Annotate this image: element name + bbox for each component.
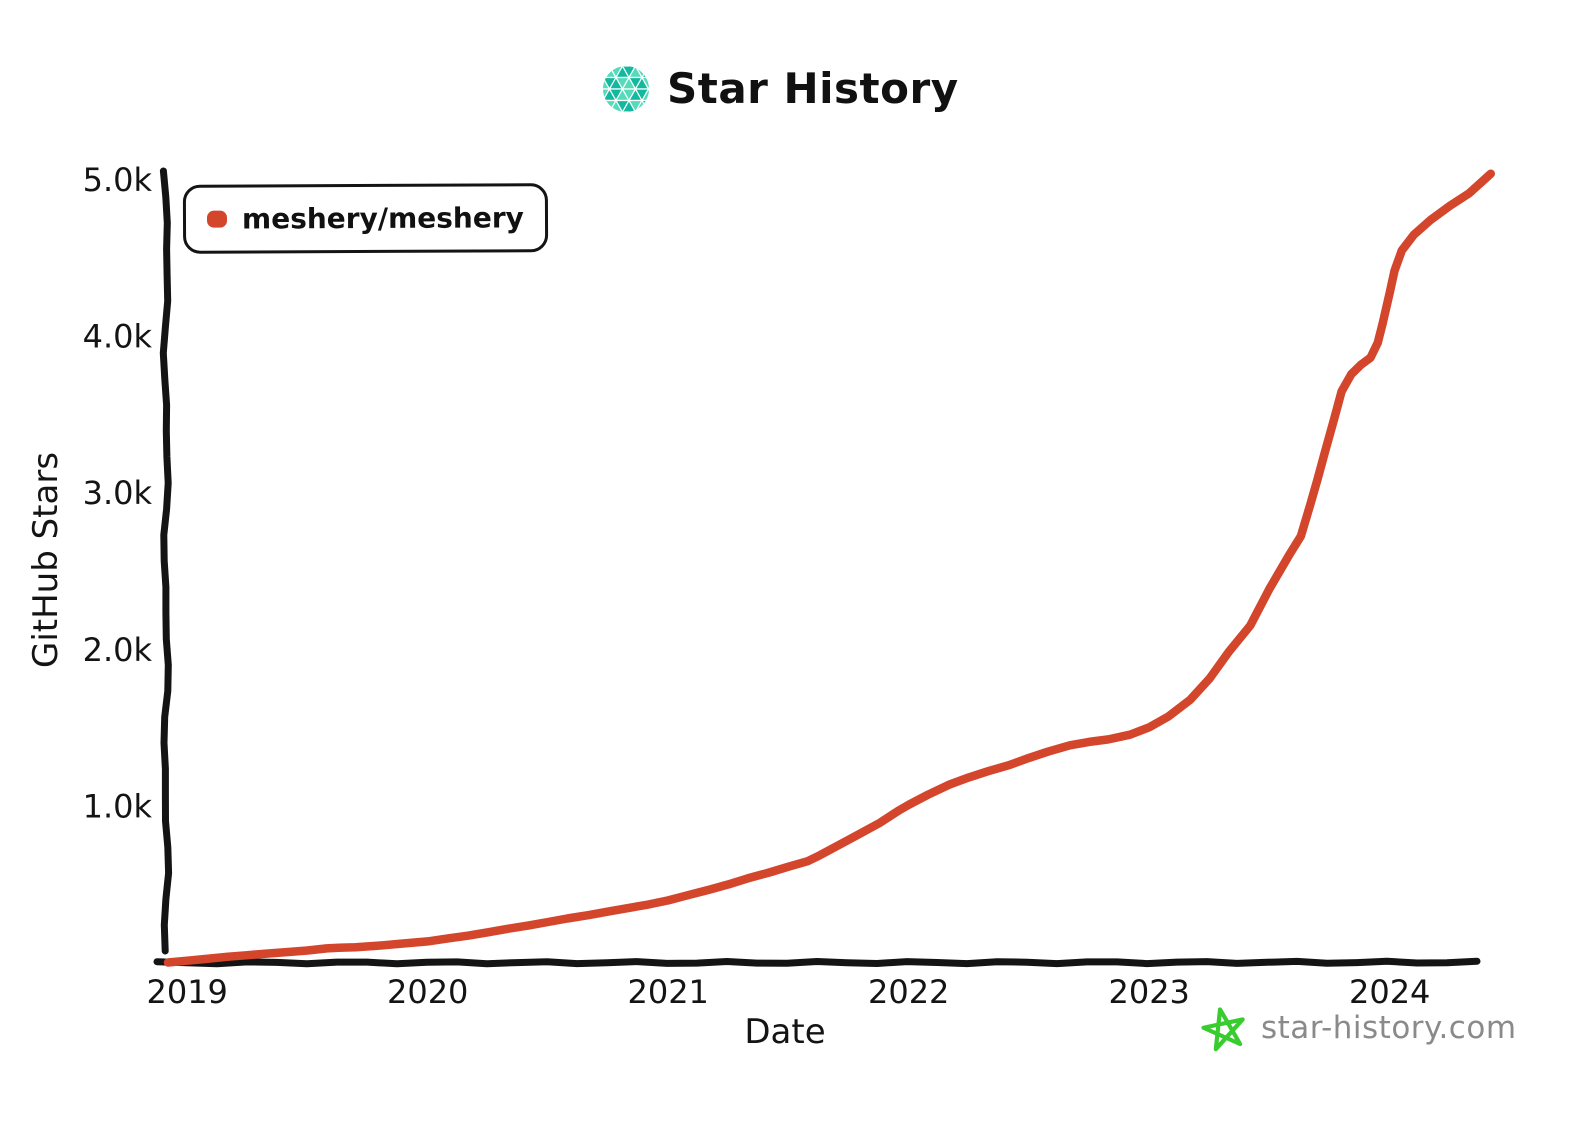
- x-axis-title: Date: [744, 1012, 825, 1052]
- footer-site-link[interactable]: star-history.com: [1261, 1010, 1517, 1046]
- legend-item-meshery[interactable]: meshery/meshery: [186, 186, 545, 251]
- chart-header: Star History: [602, 64, 959, 113]
- y-tick-label: 2.0k: [83, 631, 153, 669]
- x-tick-label: 2020: [387, 973, 468, 1011]
- y-axis-line: [159, 167, 173, 955]
- logo-triangle: [603, 65, 605, 78]
- star-doodle-icon: [1201, 1007, 1245, 1052]
- logo-triangle: [640, 65, 649, 78]
- y-tick-label: 4.0k: [83, 318, 153, 356]
- x-tick-label: 2022: [868, 973, 949, 1011]
- logo-triangle: [647, 65, 649, 79]
- y-tick-label: 5.0k: [83, 161, 153, 199]
- logo-triangle: [603, 87, 605, 101]
- page-title: Star History: [667, 64, 959, 113]
- legend-marker-icon: [206, 210, 228, 228]
- y-axis-title: GitHub Stars: [26, 452, 66, 668]
- logo-triangle: [640, 99, 649, 112]
- star-history-logo-icon: [603, 65, 649, 112]
- series-line-meshery-meshery: [163, 169, 1496, 967]
- x-tick-label: 2024: [1349, 973, 1430, 1011]
- x-axis-line: [153, 957, 1481, 968]
- legend: meshery/meshery: [182, 183, 549, 254]
- footer-attribution: star-history.com: [1200, 1004, 1517, 1052]
- y-tick-label: 1.0k: [83, 787, 153, 825]
- x-tick-label: 2023: [1108, 973, 1189, 1011]
- y-tick-label: 3.0k: [83, 474, 153, 512]
- legend-series-label: meshery/meshery: [241, 201, 524, 236]
- x-tick-label: 2021: [627, 973, 708, 1011]
- logo-triangle: [647, 98, 649, 112]
- x-tick-label: 2019: [146, 973, 227, 1011]
